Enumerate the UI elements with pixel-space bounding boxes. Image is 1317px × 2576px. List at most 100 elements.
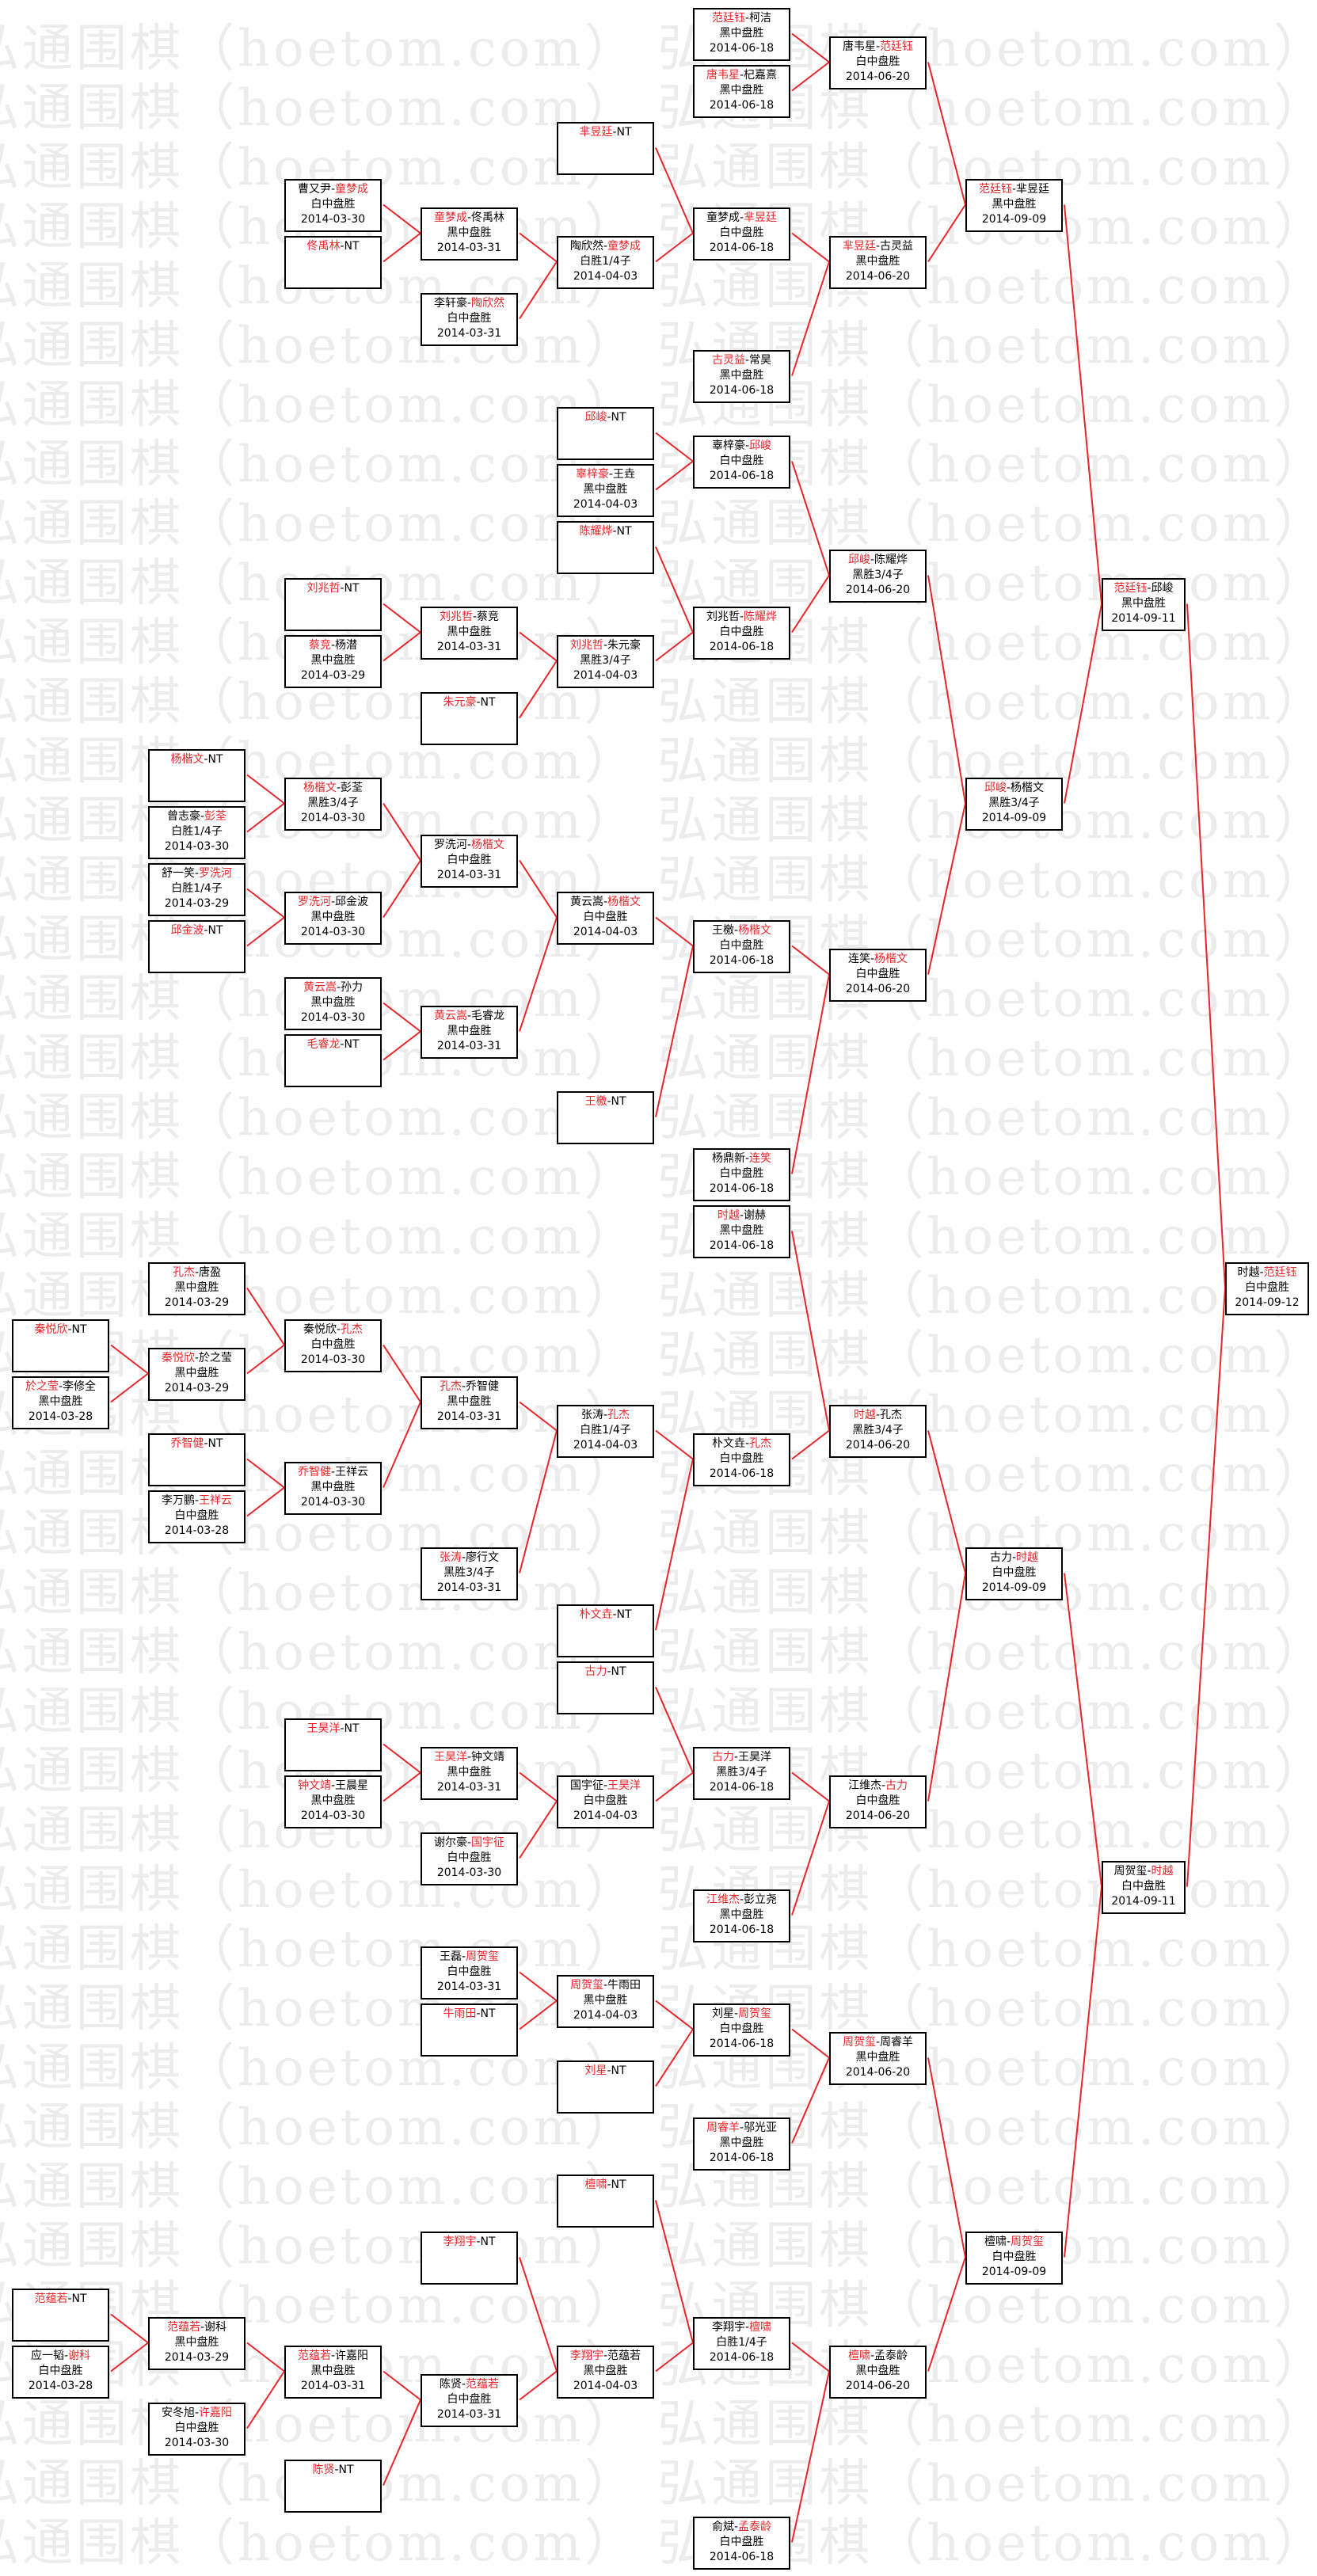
match-date: 2014-03-30 (300, 1011, 366, 1024)
winner-name: 邱峻 (584, 411, 607, 424)
separator: - (334, 2464, 339, 2476)
match-date: 2014-06-20 (845, 584, 911, 596)
winner-name: 朴文垚 (579, 1608, 613, 1621)
separator: - (461, 1950, 466, 1963)
match-box: 李翔宇-NT (421, 2232, 518, 2285)
match-box: 芈昱廷-古灵益 黑中盘胜 2014-06-20 (829, 236, 927, 289)
connector-line (791, 1429, 830, 1460)
player-name: 江维杰 (847, 1779, 881, 1792)
connector-line (519, 859, 558, 919)
winner-name: 王昊洋 (433, 1751, 467, 1764)
match-players: 李翔宇-范蕴若 (558, 2349, 653, 2364)
match-box: 国宇征-王昊洋 白中盘胜 2014-04-03 (557, 1775, 654, 1828)
player-name: 曾志豪 (166, 810, 200, 823)
separator: - (875, 40, 881, 53)
connector-line (927, 2257, 966, 2372)
match-players: 刘兆哲-NT (286, 581, 380, 596)
winner-name: 范廷钰 (711, 12, 745, 25)
separator: - (194, 2407, 200, 2419)
match-box: 李翔宇-范蕴若 黑中盘胜 2014-04-03 (557, 2346, 654, 2399)
winner-name: 刘兆哲 (439, 611, 473, 623)
no-opponent: NT (207, 1437, 223, 1450)
winner-name: 范蕴若 (34, 2293, 68, 2305)
match-players: 杨楷文-彭荃 (286, 781, 380, 796)
match-date: 2014-06-18 (709, 2351, 775, 2364)
player-name: 邱金波 (335, 896, 369, 908)
connector-line (791, 974, 830, 1174)
match-players: 秦悦欣-於之莹 (150, 1351, 244, 1366)
match-result: 黑胜3/4子 (852, 569, 904, 581)
connector-line (791, 32, 830, 63)
match-box: 陈贤-NT (284, 2460, 382, 2513)
match-box: 牛雨田-NT (421, 2003, 518, 2057)
match-players: 黄云嵩-孙力 (286, 980, 380, 995)
match-box: 王昊洋-钟文靖 黑中盘胜 2014-03-31 (421, 1747, 518, 1800)
match-date: 2014-04-03 (573, 1809, 638, 1822)
match-players: 应一韬-谢科 (13, 2349, 108, 2364)
no-opponent: NT (480, 2007, 496, 2020)
match-box: 罗洗河-杨楷文 白中盘胜 2014-03-31 (421, 835, 518, 888)
winner-name: 罗洗河 (297, 896, 331, 908)
match-players: 辜梓豪-邱峻 (695, 439, 789, 454)
match-result: 黑中盘胜 (447, 1395, 492, 1408)
player-name: 蔡竞 (477, 611, 500, 623)
winner-name: 谢科 (68, 2350, 91, 2362)
connector-line (655, 546, 694, 633)
winner-name: 於之莹 (25, 1380, 59, 1393)
connector-line (383, 1771, 421, 1802)
connector-line (383, 1030, 421, 1061)
match-date: 2014-09-09 (981, 2266, 1047, 2278)
match-players: 朴文垚-孔杰 (695, 1436, 789, 1452)
no-opponent: NT (616, 126, 632, 139)
match-date: 2014-03-30 (300, 213, 366, 226)
match-players: 刘星-周贺玺 (695, 2007, 789, 2022)
separator: - (612, 1608, 617, 1621)
separator: - (330, 1466, 336, 1478)
player-name: 李万鹏 (161, 1494, 195, 1507)
player-name: 杞嘉熹 (744, 69, 778, 82)
winner-name: 范廷钰 (1113, 582, 1148, 595)
match-date: 2014-06-20 (845, 2066, 911, 2079)
winner-name: 刘星 (584, 2064, 607, 2077)
match-box: 舒一笑-罗洗河 白胜1/4子 2014-03-29 (148, 863, 246, 916)
winner-name: 秦悦欣 (34, 1323, 68, 1336)
match-box: 黄云嵩-杨楷文 白中盘胜 2014-04-03 (557, 892, 654, 945)
player-name: 邱峻 (1151, 582, 1174, 595)
player-name: 佟禹林 (471, 211, 505, 224)
match-players: 檀啸-孟泰龄 (831, 2349, 925, 2364)
match-box: 檀啸-NT (557, 2175, 654, 2228)
match-box: 唐韦星-杞嘉熹 黑中盘胜 2014-06-18 (693, 65, 790, 118)
match-result: 黑胜3/4子 (580, 654, 631, 667)
match-result: 黑中盘胜 (174, 1367, 219, 1379)
match-result: 黑中盘胜 (310, 1481, 356, 1493)
connector-line (791, 2371, 830, 2543)
match-players: 周贺玺-牛雨田 (558, 1978, 653, 1993)
winner-name: 彭荃 (204, 810, 227, 823)
connector-line (383, 2370, 421, 2401)
no-opponent: NT (611, 1095, 626, 1108)
player-name: 王祥云 (335, 1466, 369, 1478)
match-box: 王磊-周贺玺 白中盘胜 2014-03-31 (421, 1946, 518, 2000)
match-box: 谢尔豪-国宇征 白中盘胜 2014-03-30 (421, 1832, 518, 1885)
player-name: 陈贤 (439, 2378, 462, 2391)
winner-name: 刘兆哲 (306, 582, 341, 595)
match-players: 俞斌-孟泰龄 (695, 2520, 789, 2535)
match-box: 佟禹林-NT (284, 236, 382, 289)
winner-name: 孔杰 (749, 1437, 772, 1450)
separator: - (340, 582, 344, 595)
connector-line (791, 945, 830, 976)
match-date: 2014-04-03 (573, 498, 638, 511)
match-date: 2014-03-28 (28, 1410, 93, 1423)
connector-line (655, 2000, 694, 2030)
match-players: 芈昱廷-古灵益 (831, 239, 925, 254)
match-box: 邱金波-NT (148, 920, 246, 973)
winner-name: 童梦成 (607, 240, 641, 253)
connector-line (246, 916, 285, 947)
match-result: 黑中盘胜 (310, 2365, 356, 2377)
separator: - (739, 211, 744, 224)
connector-line (519, 917, 558, 1032)
no-opponent: NT (207, 924, 223, 937)
match-box: 孔杰-乔智健 黑中盘胜 2014-03-31 (421, 1376, 518, 1429)
match-date: 2014-03-31 (436, 641, 502, 653)
match-players: 佟禹林-NT (286, 239, 380, 254)
